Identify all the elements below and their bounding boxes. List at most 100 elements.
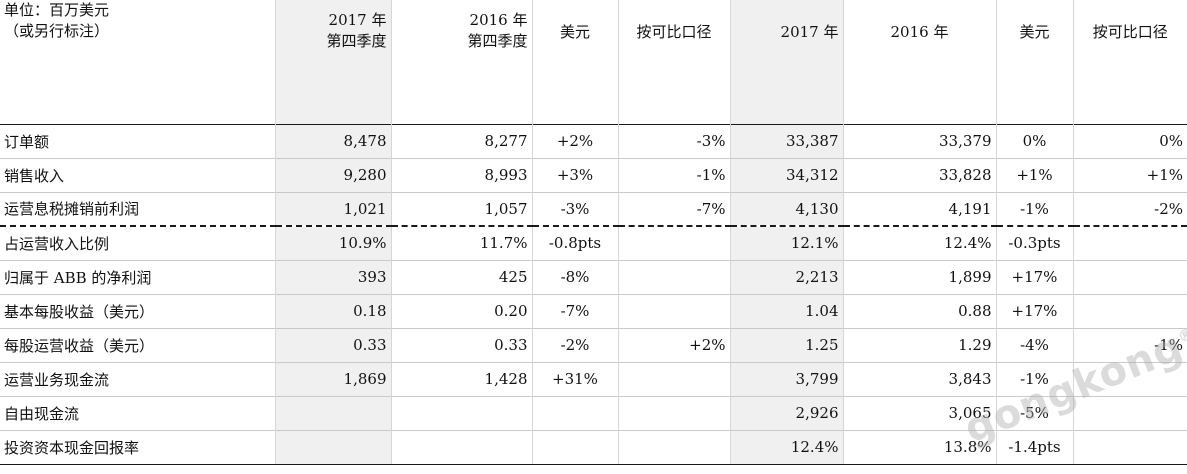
table-row: 每股运营收益（美元） 0.33 0.33 -2% +2% 1.25 1.29 -4% -1% [0,327,1187,362]
q-usd-change [531,429,618,465]
q4-2016-header-year: 2016 年 [469,11,528,29]
comparable-change-header-q: 按可比口径 [617,0,730,62]
q4-2017-value [274,429,391,465]
q4-2016-value: 0.20 [390,293,532,328]
table-row: 自由现金流 2,926 3,065 -5% [0,395,1187,430]
fy-comparable-change [1072,395,1187,430]
fy-2017-value: 1.25 [729,327,843,362]
fy-comparable-change [1072,361,1187,396]
fy-usd-change: +17% [995,293,1073,328]
fy-comparable-change: +1% [1072,157,1187,192]
spacer-cell [617,62,730,124]
fy-2016-value: 4,191 [842,191,996,226]
fy-comparable-change [1072,429,1187,465]
fy-2017-header: 2017 年 [729,0,843,62]
q4-2017-value [274,395,391,430]
q4-2016-value: 1,428 [390,361,532,396]
fy-usd-change: -0.3pts [995,225,1073,260]
table-body: 订单额 8,478 8,277 +2% -3% 33,387 33,379 0% 0% 销售收入 9… [0,123,1187,465]
fy-usd-change: -1.4pts [995,429,1073,465]
fy-2016-value: 33,379 [842,123,996,158]
row-label: 投资资本现金回报率 [0,429,275,465]
table-row: 占运营收入比例 10.9% 11.7% -0.8pts 12.1% 12.4% -0.3pt… [0,225,1187,260]
fy-usd-change: +1% [995,157,1073,192]
fy-usd-change: -5% [995,395,1073,430]
fy-comparable-change: 0% [1072,123,1187,158]
fy-usd-change: -1% [995,191,1073,226]
row-label: 运营业务现金流 [0,361,275,396]
q-comparable-change [617,395,730,430]
q4-2016-value: 425 [390,259,532,294]
q-comparable-change [617,429,730,465]
comparable-change-header-fy: 按可比口径 [1072,0,1187,62]
row-label: 自由现金流 [0,395,275,430]
q-comparable-change [617,293,730,328]
q4-2016-header: 2016 年 第四季度 [390,0,532,62]
row-label: 占运营收入比例 [0,225,275,260]
fy-2016-value: 33,828 [842,157,996,192]
q-usd-change: -3% [531,191,618,226]
q-usd-change: +31% [531,361,618,396]
q4-2017-value: 8,478 [274,123,391,158]
q4-2017-header-year: 2017 年 [328,11,387,29]
q4-2017-header: 2017 年 第四季度 [274,0,391,62]
row-label: 基本每股收益（美元） [0,293,275,328]
table-row: 基本每股收益（美元） 0.18 0.20 -7% 1.04 0.88 +17% [0,293,1187,328]
q-usd-change: -2% [531,327,618,362]
header-spacer-row [0,62,1187,124]
q4-2016-value: 0.33 [390,327,532,362]
fy-comparable-change [1072,293,1187,328]
q-comparable-change: -1% [617,157,730,192]
spacer-cell [531,62,618,124]
row-label: 订单额 [0,123,275,158]
fy-2016-value: 1.29 [842,327,996,362]
q4-2016-value [390,395,532,430]
q-usd-change: -7% [531,293,618,328]
spacer-cell [842,62,996,124]
fy-2017-value: 33,387 [729,123,843,158]
fy-2016-value: 12.4% [842,225,996,260]
table-row: 投资资本现金回报率 12.4% 13.8% -1.4pts [0,429,1187,465]
row-label: 每股运营收益（美元） [0,327,275,362]
fy-comparable-change [1072,225,1187,260]
q-comparable-change [617,225,730,260]
q-comparable-change: +2% [617,327,730,362]
q4-2017-value: 1,869 [274,361,391,396]
fy-2016-value: 0.88 [842,293,996,328]
q4-2016-value: 8,277 [390,123,532,158]
header-row: 单位：百万美元 （或另行标注） 2017 年 第四季度 2016 年 第四季度 … [0,0,1187,62]
unit-header-cell: 单位：百万美元 （或另行标注） [0,0,275,124]
spacer-cell [729,62,843,124]
q4-2017-header-quarter: 第四季度 [326,32,387,50]
fy-2017-value: 2,926 [729,395,843,430]
fy-2017-value: 12.1% [729,225,843,260]
spacer-cell [274,62,391,124]
q4-2017-value: 0.33 [274,327,391,362]
q4-2017-value: 10.9% [274,225,391,260]
q-usd-change: +2% [531,123,618,158]
spacer-cell [1072,62,1187,124]
q-usd-change: -0.8pts [531,225,618,260]
q-comparable-change: -3% [617,123,730,158]
q4-2017-value: 0.18 [274,293,391,328]
fy-2017-value: 12.4% [729,429,843,465]
fy-2016-value: 1,899 [842,259,996,294]
fy-usd-change: -4% [995,327,1073,362]
q4-2016-value [390,429,532,465]
fy-comparable-change [1072,259,1187,294]
fy-2016-value: 3,065 [842,395,996,430]
row-label: 销售收入 [0,157,275,192]
q4-2016-value: 11.7% [390,225,532,260]
spacer-cell [390,62,532,124]
q-usd-change: -8% [531,259,618,294]
q-comparable-change [617,259,730,294]
table-row: 销售收入 9,280 8,993 +3% -1% 34,312 33,828 +1% +1% [0,157,1187,192]
fy-usd-change: 0% [995,123,1073,158]
spacer-cell [995,62,1073,124]
unit-label: 单位：百万美元 [4,1,110,19]
fy-2017-value: 2,213 [729,259,843,294]
table-row: 运营业务现金流 1,869 1,428 +31% 3,799 3,843 -1% [0,361,1187,396]
q-usd-change [531,395,618,430]
fy-2016-header: 2016 年 [842,0,996,62]
